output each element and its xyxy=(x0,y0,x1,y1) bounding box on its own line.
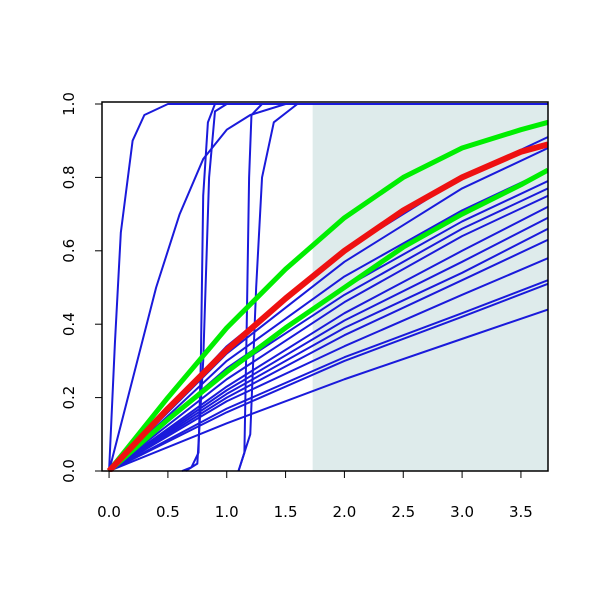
curve xyxy=(107,167,548,472)
curve xyxy=(108,282,548,472)
x-tick-label: 2.0 xyxy=(332,503,356,521)
curve xyxy=(108,103,548,472)
x-tick-label: 1.5 xyxy=(274,503,298,521)
curve xyxy=(108,279,548,472)
x-tick-label: 0.0 xyxy=(97,503,121,521)
curve xyxy=(108,227,548,472)
curve xyxy=(108,257,548,472)
curve xyxy=(108,308,548,472)
plot-lines xyxy=(106,103,548,472)
plot-frame xyxy=(101,101,549,472)
curve xyxy=(108,216,548,472)
x-tick-label: 1.0 xyxy=(215,503,239,521)
curve xyxy=(107,119,548,472)
curve xyxy=(108,103,548,472)
y-tick-label: 0.2 xyxy=(60,386,78,410)
y-tick-label: 1.0 xyxy=(60,92,78,116)
curve xyxy=(181,103,548,472)
curve xyxy=(108,169,548,472)
x-tick-label: 3.0 xyxy=(450,503,474,521)
x-tick-label: 3.5 xyxy=(509,503,533,521)
curve xyxy=(108,205,548,472)
x-tick-label: 0.5 xyxy=(156,503,180,521)
y-tick-label: 0.4 xyxy=(60,312,78,336)
curve xyxy=(237,103,548,472)
curve xyxy=(108,238,548,472)
y-tick-label: 0.6 xyxy=(60,239,78,263)
y-tick-label: 0.0 xyxy=(60,459,78,483)
x-tick-label: 2.5 xyxy=(391,503,415,521)
curve xyxy=(108,194,548,472)
y-tick-label: 0.8 xyxy=(60,165,78,189)
curve xyxy=(106,141,548,472)
